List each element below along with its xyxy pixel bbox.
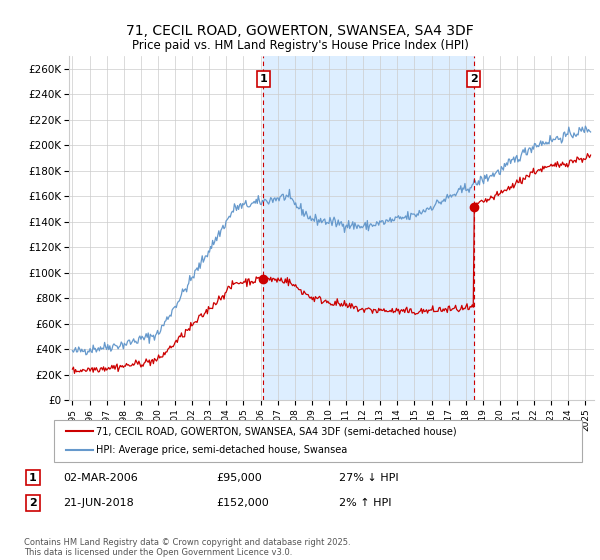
Text: 27% ↓ HPI: 27% ↓ HPI — [339, 473, 398, 483]
Text: 1: 1 — [29, 473, 37, 483]
Text: Contains HM Land Registry data © Crown copyright and database right 2025.
This d: Contains HM Land Registry data © Crown c… — [24, 538, 350, 557]
Text: HPI: Average price, semi-detached house, Swansea: HPI: Average price, semi-detached house,… — [96, 445, 347, 455]
Text: 71, CECIL ROAD, GOWERTON, SWANSEA, SA4 3DF: 71, CECIL ROAD, GOWERTON, SWANSEA, SA4 3… — [126, 24, 474, 38]
Text: 02-MAR-2006: 02-MAR-2006 — [63, 473, 138, 483]
Text: 2: 2 — [29, 498, 37, 508]
Text: £95,000: £95,000 — [216, 473, 262, 483]
Text: 21-JUN-2018: 21-JUN-2018 — [63, 498, 134, 508]
Bar — [263, 56, 474, 400]
Text: Price paid vs. HM Land Registry's House Price Index (HPI): Price paid vs. HM Land Registry's House … — [131, 39, 469, 52]
Text: £152,000: £152,000 — [216, 498, 269, 508]
Text: 2% ↑ HPI: 2% ↑ HPI — [339, 498, 391, 508]
Text: 1: 1 — [260, 74, 268, 84]
Text: 71, CECIL ROAD, GOWERTON, SWANSEA, SA4 3DF (semi-detached house): 71, CECIL ROAD, GOWERTON, SWANSEA, SA4 3… — [96, 426, 457, 436]
Text: 2: 2 — [470, 74, 478, 84]
